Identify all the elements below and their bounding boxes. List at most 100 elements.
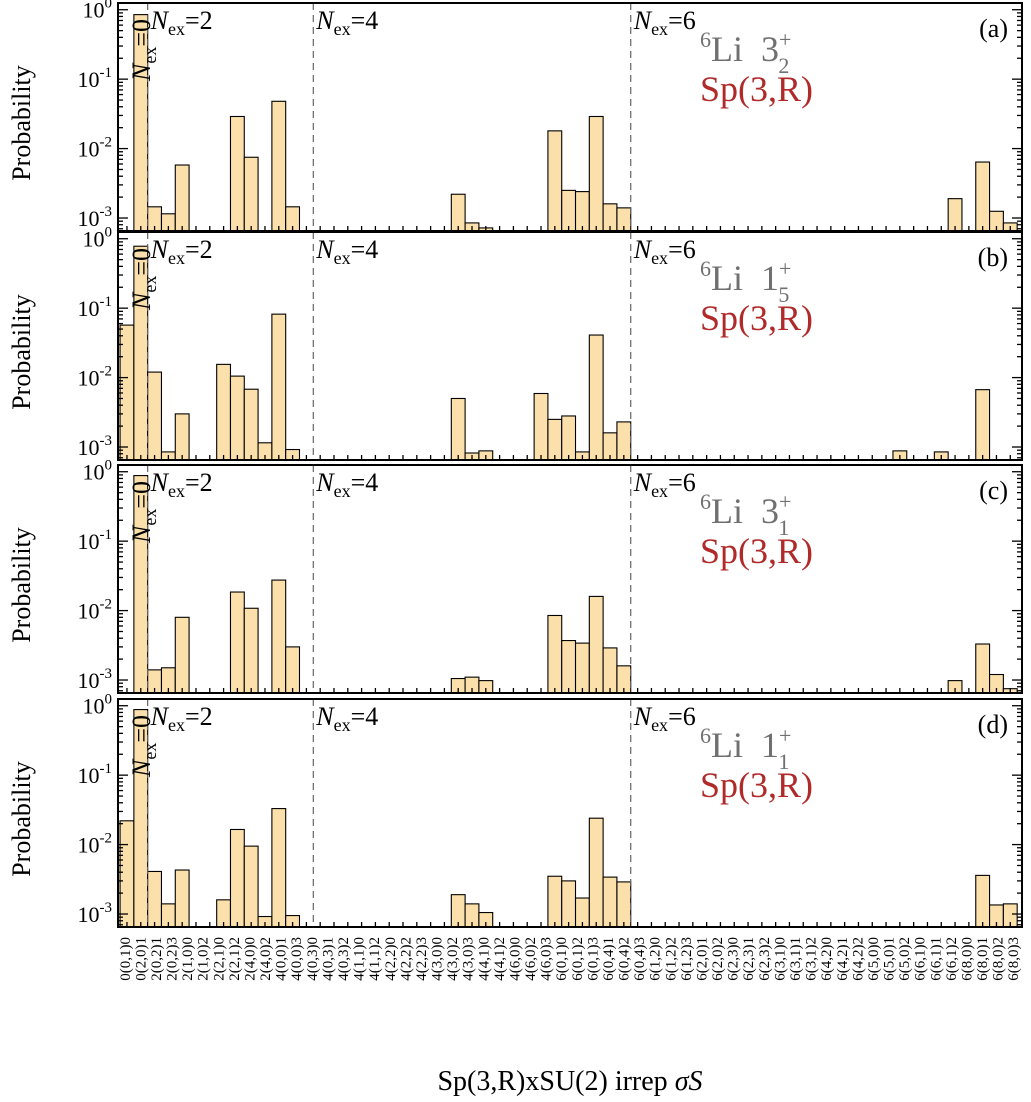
nex-label: Nex=2: [150, 468, 213, 501]
x-tick-label: 4(1,1)0: [352, 937, 368, 981]
x-tick-label: 6(4,2)2: [850, 937, 866, 981]
x-tick-label: 4(3,0)3: [461, 937, 477, 981]
bar-4(6,0)2: [602, 876, 618, 928]
x-tick-label: 6(2,3)0: [726, 937, 742, 981]
x-tick-label: 2(2,1)0: [211, 937, 227, 981]
x-tick-label: 6(4,2)1: [835, 937, 851, 981]
x-tick-label: 6(2,0)2: [710, 937, 726, 981]
x-tick-label: 6(0,4)3: [632, 937, 648, 981]
model-label: Sp(3,R): [700, 531, 813, 571]
bar-4(4,1)1: [547, 130, 563, 232]
x-tick-label: 4(1,1)2: [367, 937, 383, 981]
x-tick-label: 6(4,2)0: [819, 937, 835, 981]
x-tick-labels: 0(0,1)0 0(2,0)1 2(0,2)1 2(0,2)3 2(1,0)0 2(1,0…: [118, 937, 1022, 981]
bar-2(0,2)2: [174, 869, 190, 928]
x-tick-label: 4(0,0)1: [274, 937, 290, 981]
x-tick-label: 4(0,3)0: [305, 937, 321, 981]
nex-label: Nex=2: [150, 702, 213, 735]
x-tick-label: 6(6,1)2: [944, 937, 960, 981]
bar-2(4,0)0: [271, 808, 287, 928]
nex-label: Nex=4: [315, 235, 378, 268]
y-tick-label: 10-2: [78, 831, 113, 858]
panel-letter: (d): [978, 710, 1008, 739]
y-axis-label: Probability: [7, 294, 36, 410]
nex-label: Nex=6: [633, 235, 696, 268]
x-tick-label: 6(5,0)2: [897, 937, 913, 981]
bar-2(0,2)2: [174, 413, 190, 461]
x-tick-label: 4(0,3)1: [320, 937, 336, 981]
x-tick-label: 4(0,3)2: [336, 937, 352, 981]
y-tick-label: 10-1: [78, 65, 113, 92]
x-tick-label: 4(0,0)3: [289, 937, 305, 981]
bar-4(2,2)1: [450, 397, 466, 461]
bar-4(4,1)1: [547, 418, 563, 461]
x-tick-label: 6(8,0)3: [1006, 937, 1022, 981]
state-title: 6Li 3+ 1: [700, 489, 791, 540]
x-tick-label: 0(0,1)0: [118, 937, 134, 981]
nex-label: Nex=4: [315, 702, 378, 735]
y-tick-label: 10-1: [78, 527, 113, 554]
x-tick-label: 6(3,1)0: [772, 937, 788, 981]
panel-letter: (b): [978, 243, 1008, 272]
x-tick-label: 6(2,3)1: [741, 937, 757, 981]
x-tick-label: 6(6,1)1: [928, 937, 944, 981]
x-tick-label: 0(2,0)1: [133, 937, 149, 981]
bar-2(2,1)1: [243, 845, 259, 928]
x-tick-label: 4(4,1)0: [476, 937, 492, 981]
y-tick-label: 10-3: [78, 433, 113, 460]
bar-4(6,0)1: [588, 817, 604, 928]
bar-0(2,0)2: [147, 870, 163, 928]
bar-4(4,1)2: [561, 415, 577, 461]
bar-4(6,0)3: [616, 421, 632, 461]
y-tick-label: 100: [83, 225, 113, 252]
model-label: Sp(3,R): [700, 765, 813, 805]
x-tick-label: 4(2,2)0: [383, 937, 399, 981]
nex-label: Nex=4: [315, 468, 378, 501]
nex-label: Nex=6: [633, 468, 696, 501]
x-tick-label: 6(8,0)2: [991, 937, 1007, 981]
x-tick-label: 2(4,0)2: [258, 937, 274, 981]
bar-4(6,0)2: [602, 647, 618, 694]
bar-2(4,0)0: [271, 579, 287, 694]
bar-4(4,1)2: [561, 189, 577, 232]
bar-4(6,0)1: [588, 115, 604, 232]
bar-2(2,1)0: [229, 591, 245, 694]
y-tick-label: 10-3: [78, 900, 113, 927]
x-tick-label: 6(0,1)0: [554, 937, 570, 981]
x-tick-label: 2(2,1)2: [227, 937, 243, 981]
bar-2(2,1)1: [243, 388, 259, 461]
bar-6(8,0)1: [975, 389, 991, 461]
x-tick-label: 6(5,0)0: [866, 937, 882, 981]
model-label: Sp(3,R): [700, 69, 813, 109]
y-tick-label: 10-2: [78, 364, 113, 391]
y-tick-label: 10-1: [78, 761, 113, 788]
x-tick-label: 4(3,0)2: [445, 937, 461, 981]
bar-0(2,0)2: [147, 371, 163, 461]
x-tick-label: 4(4,1)2: [492, 937, 508, 981]
x-tick-label: 4(6,0)3: [539, 937, 555, 981]
x-tick-label: 2(1,0)0: [180, 937, 196, 981]
y-tick-label: 10-2: [78, 135, 113, 162]
bar-2(2,1)0: [229, 115, 245, 232]
x-tick-label: 6(0,1)3: [585, 937, 601, 981]
axes-frame: [117, 464, 1023, 694]
panel-letter: (a): [979, 14, 1008, 43]
y-tick-label: 10-3: [78, 204, 113, 231]
bar-4(6,0)1: [588, 595, 604, 694]
nex0-label: Nex=0: [127, 248, 160, 311]
x-tick-label: 2(0,2)3: [165, 937, 181, 981]
bar-2(0,2)2: [174, 616, 190, 694]
state-title: 6Li 1+ 5: [700, 256, 791, 307]
x-tick-label: 2(4,0)0: [242, 937, 258, 981]
nex-label: Nex=4: [315, 6, 378, 39]
bar-2(4,0)0: [271, 100, 287, 232]
x-axis-label: Sp(3,R)xSU(2) irrep σS: [437, 1066, 702, 1097]
x-tick-label: 6(8,0)0: [959, 937, 975, 981]
y-axis-label: Probability: [7, 527, 36, 643]
x-tick-label: 6(2,0)1: [694, 937, 710, 981]
x-tick-label: 6(1,2)2: [663, 937, 679, 981]
bar-4(6,0)3: [616, 881, 632, 928]
